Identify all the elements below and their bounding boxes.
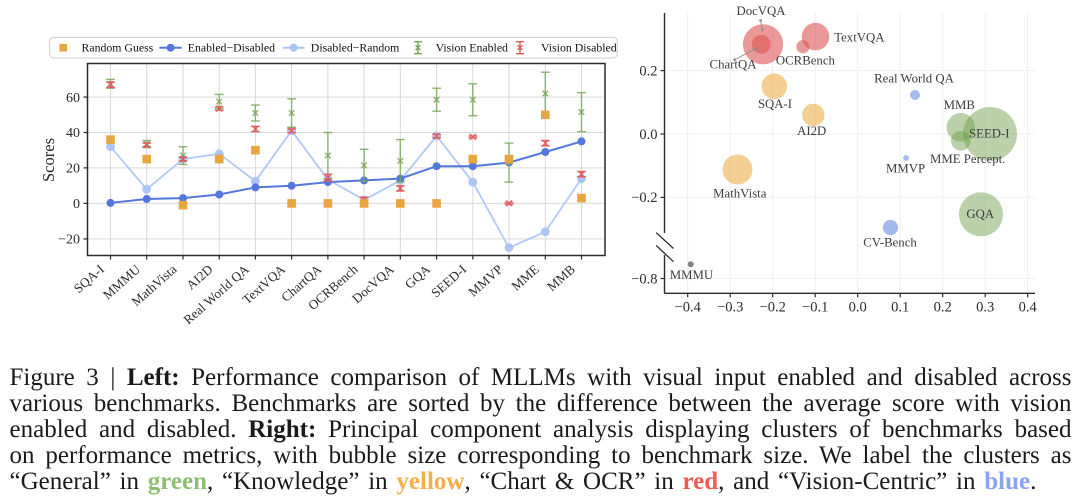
svg-text:MMMU: MMMU	[670, 268, 713, 282]
svg-text:Real World QA: Real World QA	[874, 71, 955, 85]
svg-text:−0.3: −0.3	[717, 299, 743, 315]
svg-text:DocVQA: DocVQA	[736, 4, 786, 18]
svg-text:20: 20	[66, 162, 80, 177]
svg-text:OCRBench: OCRBench	[776, 54, 836, 68]
svg-text:Random Guess: Random Guess	[82, 41, 154, 55]
svg-text:MMVP: MMVP	[886, 162, 925, 176]
svg-text:Disabled−Random: Disabled−Random	[311, 41, 400, 55]
svg-text:CV-Bench: CV-Bench	[863, 235, 917, 249]
svg-text:−0.8: −0.8	[631, 271, 657, 287]
svg-text:0.4: 0.4	[1019, 299, 1038, 315]
svg-text:AI2D: AI2D	[797, 124, 826, 138]
svg-text:Enabled−Disabled: Enabled−Disabled	[188, 41, 275, 55]
svg-text:ChartQA: ChartQA	[710, 58, 758, 72]
svg-text:60: 60	[66, 91, 80, 106]
svg-text:MMB: MMB	[944, 98, 975, 112]
svg-text:SQA-I: SQA-I	[758, 97, 792, 111]
svg-text:−0.4: −0.4	[675, 299, 702, 315]
svg-text:Vision Disabled: Vision Disabled	[541, 41, 617, 55]
svg-text:Scores: Scores	[39, 138, 58, 182]
svg-text:0.0: 0.0	[849, 299, 867, 315]
svg-text:−0.2: −0.2	[631, 190, 657, 206]
svg-text:0.3: 0.3	[976, 299, 994, 315]
svg-text:0: 0	[73, 197, 80, 212]
svg-text:SEED-I: SEED-I	[969, 127, 1010, 141]
svg-text:−0.2: −0.2	[760, 299, 786, 315]
svg-text:0.2: 0.2	[934, 299, 952, 315]
svg-text:0.0: 0.0	[639, 127, 657, 143]
svg-text:MME Percept.: MME Percept.	[930, 152, 1005, 166]
svg-text:−20: −20	[58, 233, 80, 248]
svg-text:GQA: GQA	[966, 207, 994, 221]
svg-text:MathVista: MathVista	[713, 187, 767, 201]
svg-text:0.2: 0.2	[639, 63, 657, 79]
svg-text:40: 40	[66, 126, 80, 141]
svg-text:TextVQA: TextVQA	[834, 30, 885, 44]
svg-text:−0.1: −0.1	[802, 299, 828, 315]
svg-text:0.1: 0.1	[891, 299, 909, 315]
svg-text:Vision Enabled: Vision Enabled	[436, 41, 508, 55]
